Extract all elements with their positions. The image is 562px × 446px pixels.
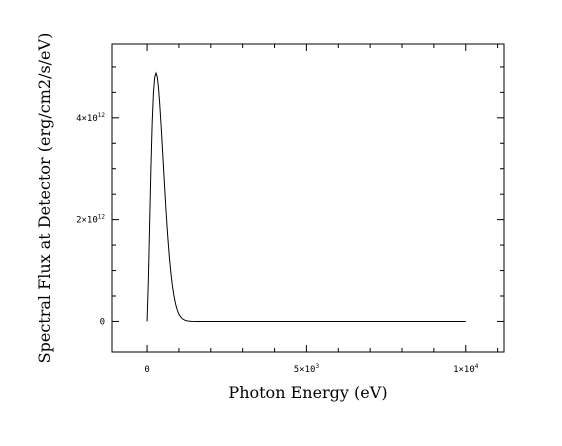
series-line — [146, 71, 466, 322]
x-axis-title: Photon Energy (eV) — [228, 383, 387, 402]
x-tick-label: 0 — [144, 365, 149, 375]
y-tick-label: 4×1012 — [76, 112, 105, 124]
y-tick-label: 2×1012 — [76, 214, 105, 226]
y-axis-ticks: 0 2×1012 4×1012 — [76, 66, 504, 327]
x-tick-label: 1×104 — [453, 363, 479, 375]
plot-frame — [111, 43, 505, 353]
x-axis-ticks: 0 5×103 1×104 — [144, 44, 499, 375]
y-tick-label: 0 — [100, 317, 105, 327]
x-tick-label: 5×103 — [294, 363, 320, 375]
y-axis-title: Spectral Flux at Detector (erg/cm2/s/eV) — [35, 33, 54, 364]
